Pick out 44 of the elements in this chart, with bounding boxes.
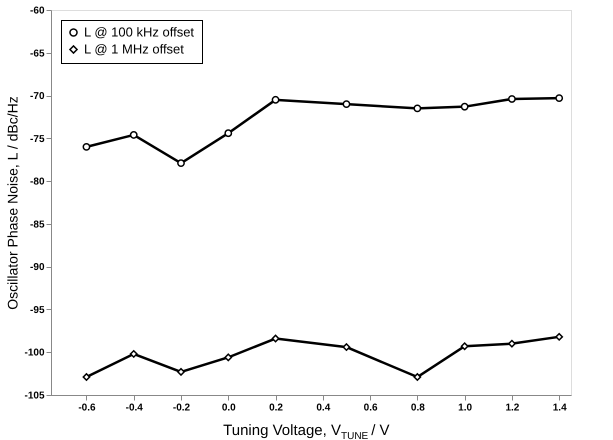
point bbox=[342, 100, 350, 108]
x-tick-label: -0.6 bbox=[78, 402, 96, 414]
x-tick-label: 1.0 bbox=[458, 402, 473, 414]
y-tick-label: -105 bbox=[24, 390, 45, 402]
point bbox=[508, 95, 516, 103]
point bbox=[342, 343, 350, 351]
point bbox=[508, 340, 516, 348]
x-tick-label: 0.2 bbox=[269, 402, 284, 414]
point bbox=[555, 332, 564, 341]
point bbox=[130, 350, 138, 358]
x-tick-label: 0.0 bbox=[222, 402, 236, 414]
point bbox=[177, 368, 185, 376]
y-tick-label: -60 bbox=[30, 6, 45, 16]
x-tick-label: 0.6 bbox=[364, 402, 378, 414]
y-tick-label: -90 bbox=[30, 262, 45, 274]
point bbox=[460, 342, 469, 350]
point bbox=[555, 94, 564, 102]
point bbox=[177, 159, 185, 168]
legend-label: L @ 100 kHz offset bbox=[84, 24, 194, 40]
point bbox=[413, 104, 422, 112]
y-tick-label: -100 bbox=[24, 348, 45, 359]
point bbox=[224, 129, 232, 138]
x-tick-label: -0.4 bbox=[126, 402, 144, 414]
y-axis-title: Oscillator Phase Noise, L / dBc/Hz bbox=[4, 96, 20, 310]
y-tick-label: -85 bbox=[30, 219, 45, 230]
y-tick-label: -80 bbox=[30, 176, 45, 188]
point bbox=[82, 142, 90, 151]
y-tick-label: -95 bbox=[30, 304, 45, 316]
legend-label: L @ 1 MHz offset bbox=[84, 42, 184, 56]
point bbox=[272, 96, 280, 104]
x-tick-label: -0.2 bbox=[172, 402, 191, 414]
point bbox=[413, 373, 422, 381]
y-tick-label: -65 bbox=[30, 48, 45, 60]
y-tick-label: -70 bbox=[30, 91, 45, 102]
x-tick-label: 0.8 bbox=[410, 402, 426, 414]
point bbox=[130, 131, 138, 139]
x-tick-label: 0.4 bbox=[316, 402, 331, 414]
point bbox=[82, 373, 90, 381]
point bbox=[224, 353, 232, 362]
point bbox=[272, 334, 280, 342]
y-tick-label: -75 bbox=[30, 134, 45, 145]
x-tick-label: 1.2 bbox=[505, 402, 520, 414]
x-tick-label: 1.4 bbox=[552, 402, 568, 414]
point bbox=[460, 102, 469, 111]
